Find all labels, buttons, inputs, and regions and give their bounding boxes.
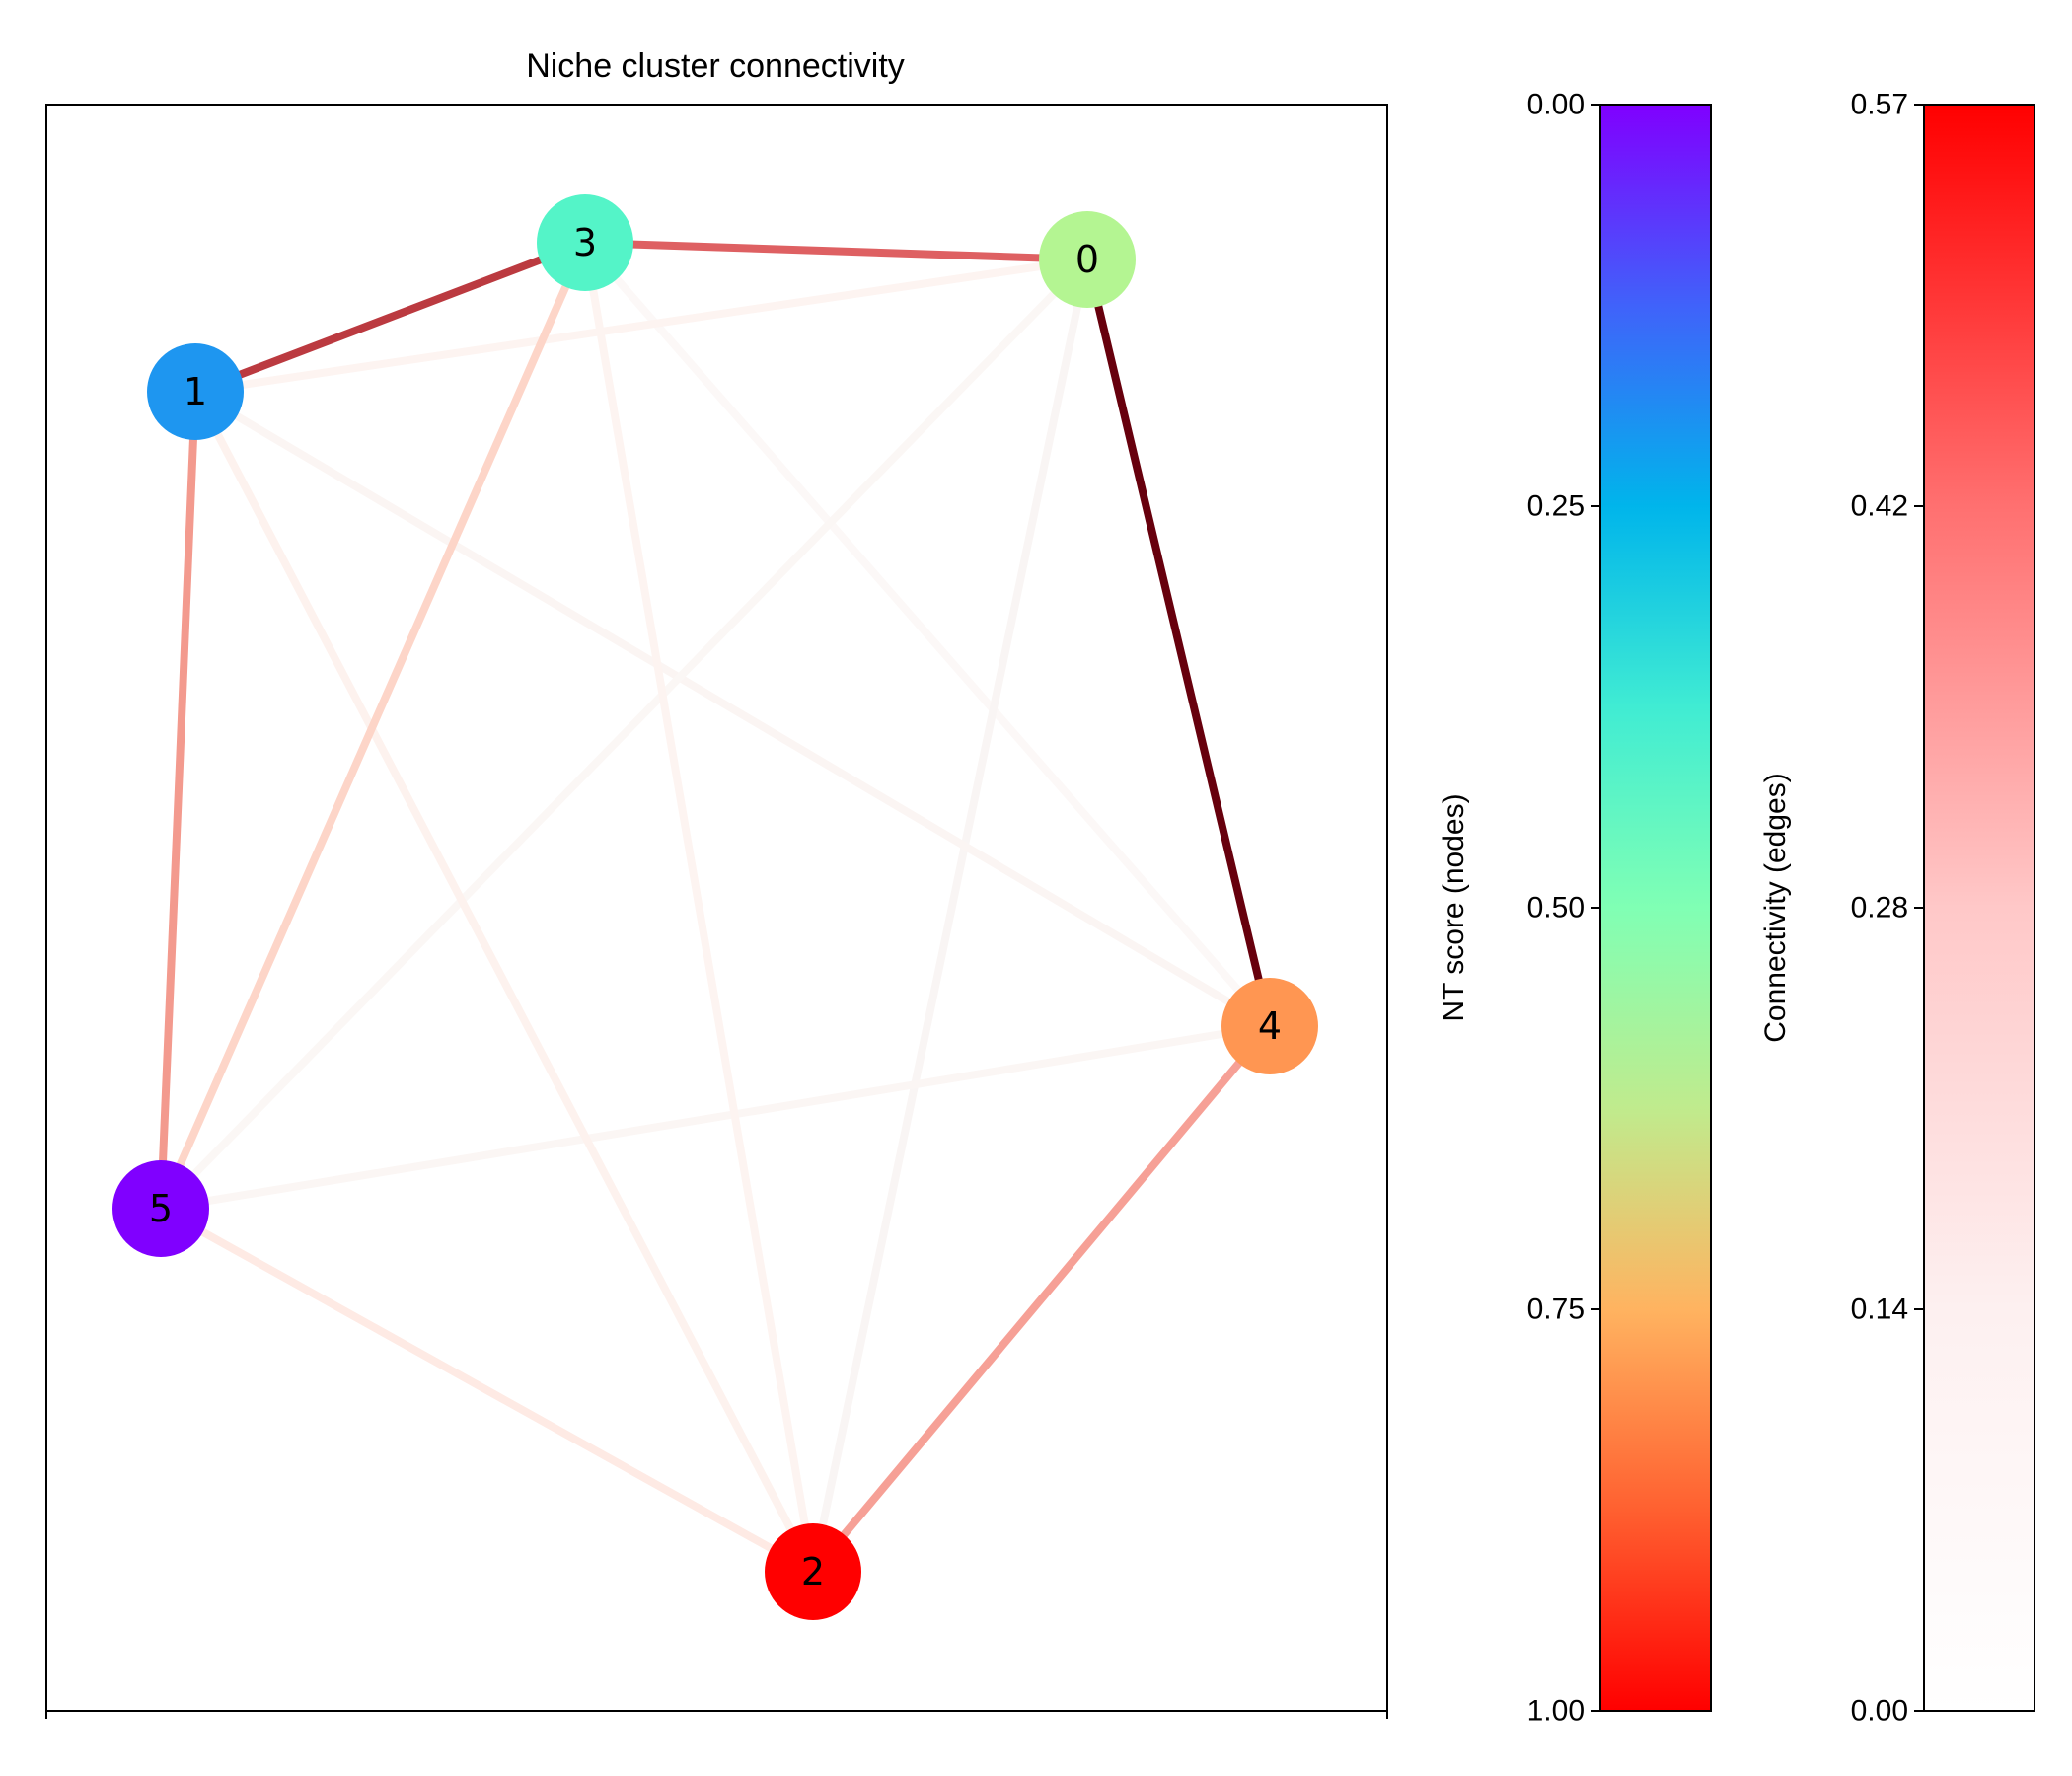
edge-2-3 (581, 242, 817, 1573)
edge-3-5 (157, 241, 589, 1211)
node-1 (147, 343, 244, 440)
node-3 (537, 194, 633, 291)
nt-score-colorbar-gradient (1599, 104, 1712, 1712)
colorbar-tick-label: 0.50 (1527, 892, 1585, 925)
edge-1-5 (157, 391, 199, 1210)
edge-1-4 (192, 388, 1273, 1030)
colorbar-tick-label: 0.57 (1851, 89, 1908, 121)
node-label-2: 2 (801, 1550, 825, 1593)
nt-score-colorbar-label: NT score (nodes) (1438, 793, 1470, 1021)
colorbar-tick-label: 0.14 (1851, 1294, 1908, 1326)
node-label-1: 1 (184, 370, 207, 413)
node-label-4: 4 (1258, 1004, 1282, 1048)
edge-1-2 (191, 390, 817, 1574)
connectivity-colorbar-label: Connectivity (edges) (1759, 773, 1792, 1042)
node-2 (765, 1523, 861, 1620)
colorbar-tick-label: 0.25 (1527, 490, 1585, 523)
edge-0-5 (158, 257, 1090, 1212)
colorbar-tick-label: 0.00 (1527, 89, 1585, 121)
node-4 (1221, 978, 1318, 1074)
edge-4-5 (160, 1022, 1271, 1213)
chart-title: Niche cluster connectivity (526, 47, 905, 85)
edge-2-5 (159, 1205, 815, 1576)
colorbar-tick-label: 1.00 (1527, 1695, 1585, 1728)
edge-0-4 (1083, 259, 1274, 1027)
node-0 (1039, 211, 1136, 308)
edge-2-4 (809, 1023, 1274, 1575)
colorbar-tick-label: 0.75 (1527, 1294, 1585, 1326)
nodes-layer: 0 1 2 3 4 5 (112, 194, 1318, 1620)
edge-1-3 (193, 239, 587, 396)
node-label-0: 0 (1075, 238, 1099, 281)
node-5 (112, 1160, 209, 1257)
nt-score-colorbar: 0.00 0.25 0.50 0.75 1.00 NT score (nodes) (1438, 89, 1712, 1728)
colorbar-tick-label: 0.28 (1851, 892, 1908, 925)
node-label-5: 5 (149, 1187, 173, 1230)
edge-0-1 (194, 256, 1088, 396)
plot-area-frame (45, 104, 1388, 1712)
edge-0-3 (584, 239, 1088, 263)
connectivity-colorbar: 0.00 0.14 0.28 0.42 0.57 Connectivity (edges… (1759, 89, 2035, 1728)
connectivity-colorbar-ticks: 0.00 0.14 0.28 0.42 0.57 (1851, 89, 1924, 1728)
node-label-3: 3 (573, 221, 597, 264)
edge-3-4 (581, 240, 1274, 1029)
colorbar-tick-label: 0.00 (1851, 1695, 1908, 1728)
edge-0-2 (809, 259, 1091, 1573)
colorbar-tick-label: 0.42 (1851, 490, 1908, 523)
edges-layer (157, 239, 1274, 1576)
nt-score-colorbar-ticks: 0.00 0.25 0.50 0.75 1.00 (1527, 89, 1600, 1728)
connectivity-colorbar-gradient (1923, 104, 2035, 1712)
